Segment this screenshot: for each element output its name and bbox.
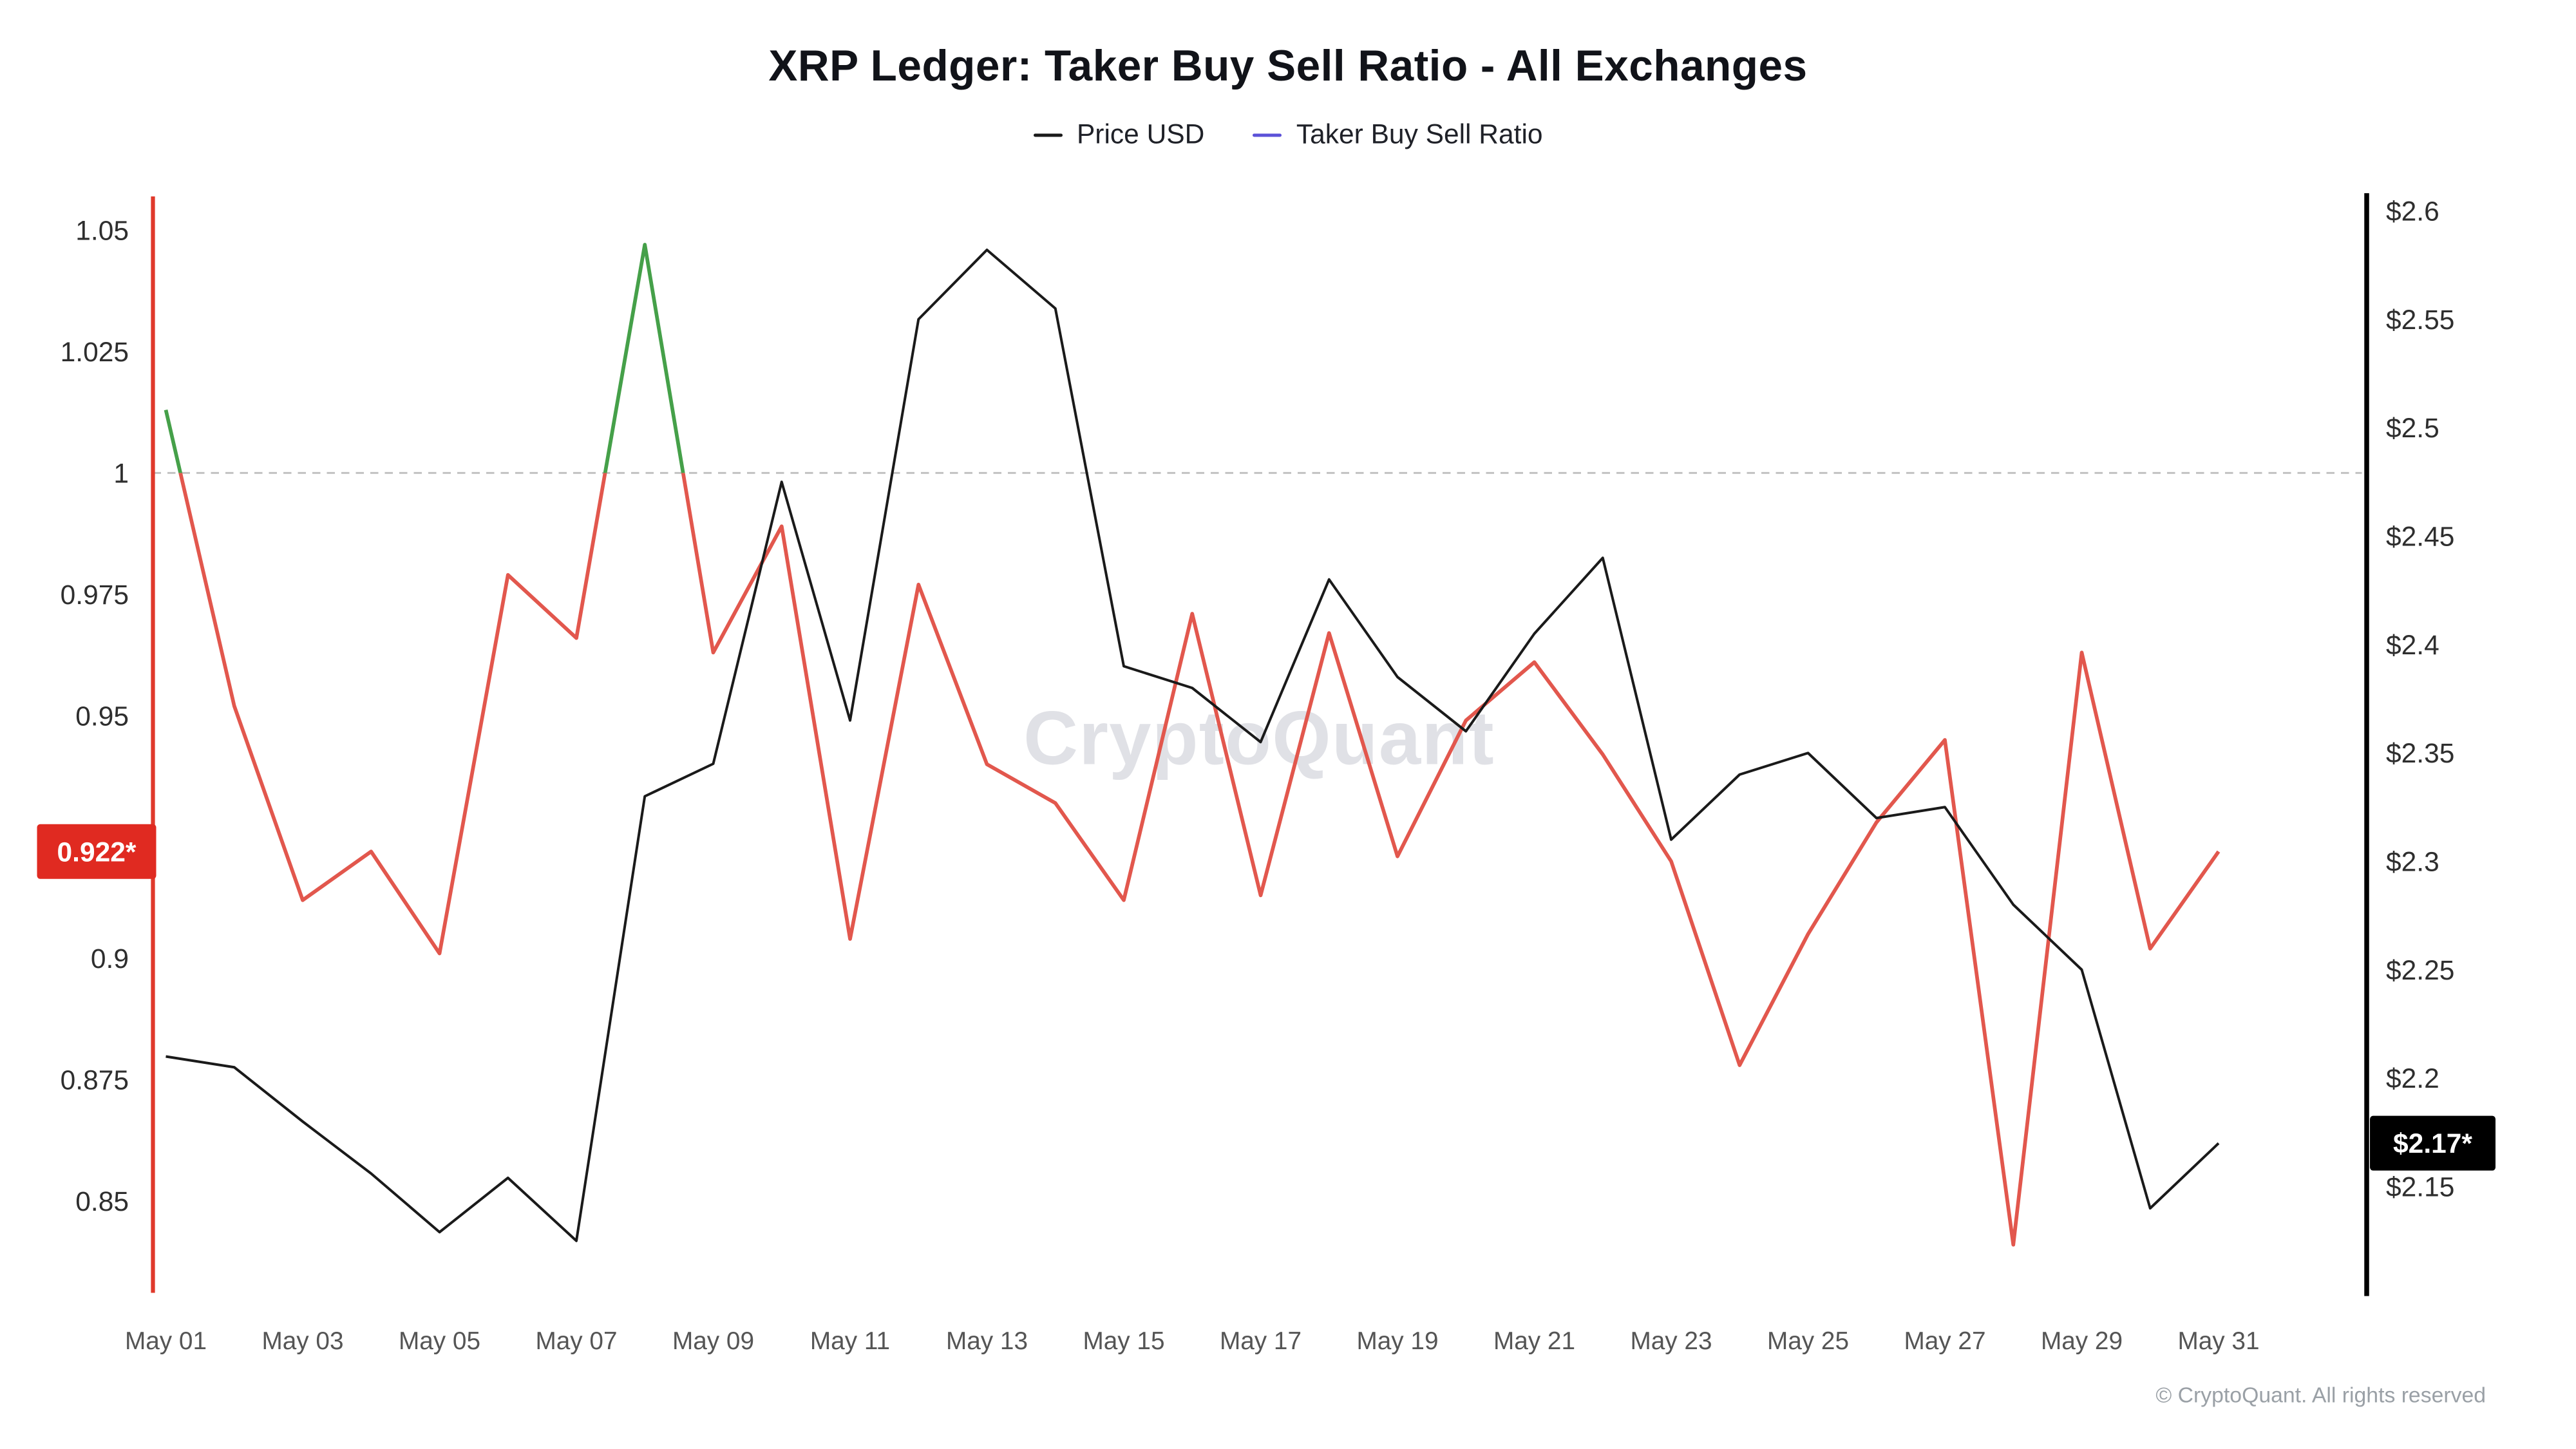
right-axis-tick-label: $2.6 [2386, 197, 2439, 227]
left-axis-tick-label: 1.025 [61, 337, 129, 368]
left-axis-tick-label: 0.85 [75, 1187, 129, 1217]
x-axis-tick-label: May 09 [672, 1327, 754, 1355]
left-axis-tick-label: 1.05 [75, 216, 129, 247]
left-axis-tick-label: 0.9 [91, 944, 129, 974]
price-last-value-badge-label: $2.17* [2393, 1129, 2472, 1159]
right-axis-tick-label: $2.15 [2386, 1173, 2454, 1203]
ratio-last-value-badge [37, 824, 156, 879]
right-axis-tick-label: $2.2 [2386, 1064, 2439, 1094]
right-axis-tick-label: $2.35 [2386, 739, 2454, 769]
taker-ratio-line-red [178, 473, 2221, 1247]
price-last-value-badge [2370, 1115, 2496, 1171]
price-usd-line [166, 249, 2220, 1242]
cryptoquant-watermark: CryptoQuant [1023, 694, 1495, 781]
legend-item-taker-ratio[interactable]: Taker Buy Sell Ratio [1253, 119, 1543, 151]
copyright-footer: © CryptoQuant. All rights reserved [2155, 1383, 2486, 1408]
x-axis-tick-label: May 19 [1356, 1327, 1438, 1355]
right-axis-tick-label: $2.3 [2386, 848, 2439, 878]
right-axis-tick-label: $2.55 [2386, 305, 2454, 336]
x-axis-tick-label: May 05 [399, 1327, 480, 1355]
x-axis-tick-label: May 29 [2041, 1327, 2123, 1355]
left-axis-tick-label: 0.975 [61, 580, 129, 611]
taker-ratio-line-swatch-icon [1253, 133, 1282, 138]
x-axis-tick-label: May 01 [125, 1327, 207, 1355]
x-axis-tick-label: May 17 [1220, 1327, 1302, 1355]
chart-title: XRP Ledger: Taker Buy Sell Ratio - All E… [768, 42, 1808, 90]
right-axis-tick-label: $2.5 [2386, 413, 2439, 444]
right-axis-tick-label: $2.4 [2386, 630, 2439, 661]
left-axis-tick-label: 0.95 [75, 701, 129, 732]
x-axis-tick-label: May 13 [946, 1327, 1028, 1355]
legend-label-taker-ratio: Taker Buy Sell Ratio [1296, 119, 1543, 150]
x-axis-tick-label: May 25 [1767, 1327, 1849, 1355]
x-axis-tick-label: May 11 [810, 1327, 890, 1355]
x-axis-tick-label: May 21 [1493, 1327, 1575, 1355]
x-axis-tick-label: May 07 [535, 1327, 617, 1355]
left-axis-tick-label: 1 [113, 459, 129, 489]
legend-label-price-usd: Price USD [1076, 119, 1205, 150]
left-axis-tick-label: 0.875 [61, 1066, 129, 1096]
right-axis-tick-label: $2.25 [2386, 956, 2454, 986]
legend: Price USD Taker Buy Sell Ratio [0, 119, 2576, 151]
price-usd-line-swatch-icon [1033, 133, 1063, 138]
x-axis-tick-label: May 03 [261, 1327, 343, 1355]
x-axis-tick-label: May 31 [2177, 1327, 2259, 1355]
x-axis-tick-label: May 15 [1083, 1327, 1164, 1355]
right-axis-tick-label: $2.45 [2386, 522, 2454, 553]
ratio-last-value-badge-label: 0.922* [57, 837, 137, 867]
legend-item-price-usd[interactable]: Price USD [1033, 119, 1204, 151]
x-axis-tick-label: May 27 [1904, 1327, 1985, 1355]
taker-ratio-line-green [164, 243, 685, 473]
x-axis-tick-label: May 23 [1630, 1327, 1712, 1355]
